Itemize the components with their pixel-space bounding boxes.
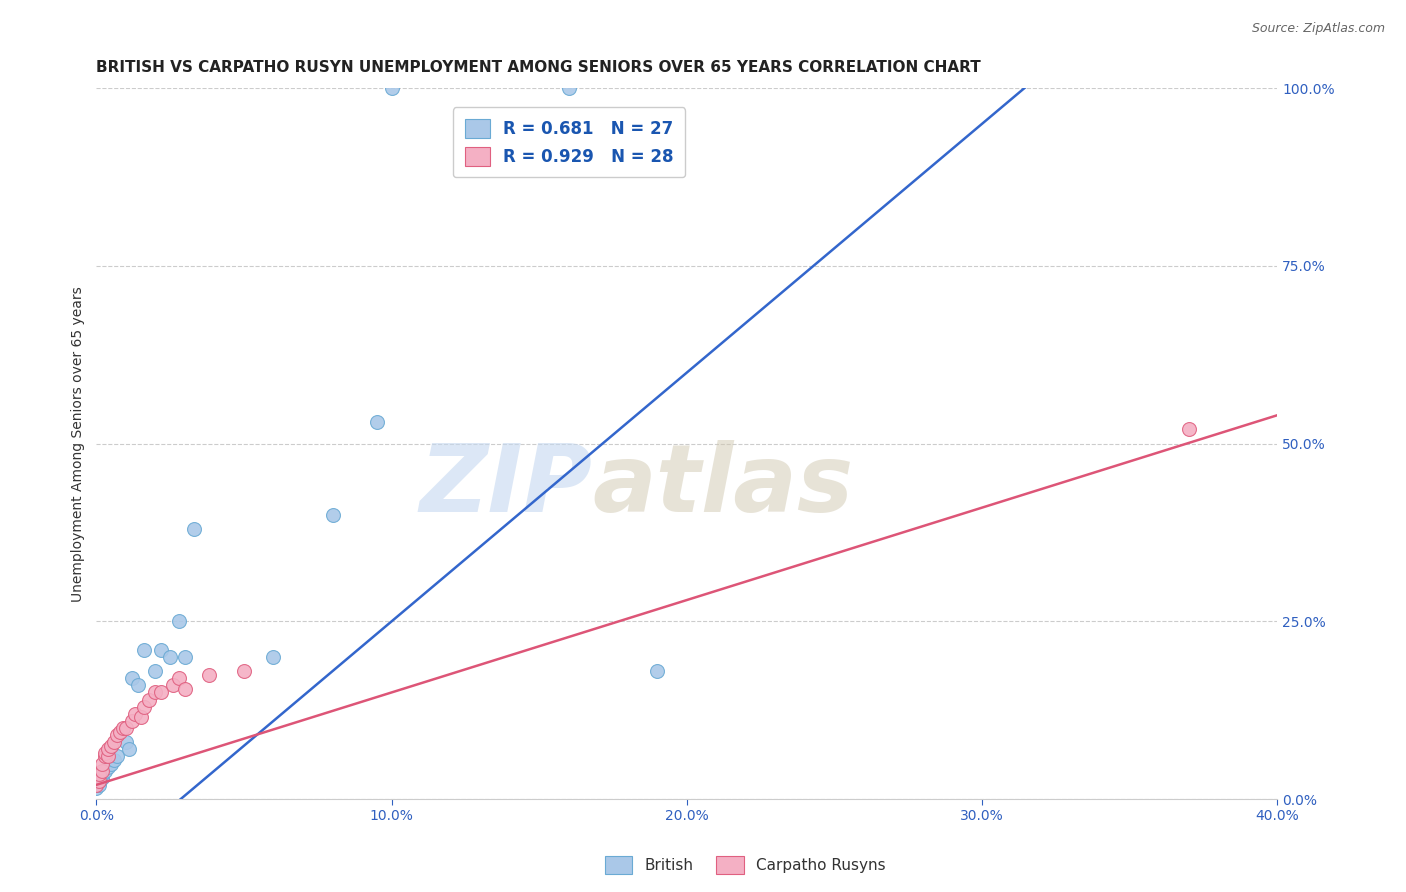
Point (97, 742, 120, 756)
Text: Source: ZipAtlas.com: Source: ZipAtlas.com (1251, 22, 1385, 36)
Point (103, 753, 125, 767)
Point (115, 735, 138, 749)
Point (121, 714, 143, 728)
Point (89, 774, 111, 789)
Point (145, 664, 167, 678)
Point (263, 649, 285, 664)
Point (100, 756, 122, 771)
Point (1177, 422, 1199, 436)
Point (91, 767, 114, 781)
Point (89, 767, 111, 781)
Point (233, 664, 256, 678)
Point (111, 721, 134, 735)
Y-axis label: Unemployment Among Seniors over 65 years: Unemployment Among Seniors over 65 years (72, 285, 86, 601)
Point (105, 749, 128, 764)
Point (197, 667, 219, 681)
Point (103, 735, 125, 749)
Point (366, 415, 388, 429)
Point (91, 756, 114, 771)
Point (557, 81, 579, 95)
Point (94, 749, 117, 764)
Point (183, 522, 205, 536)
Point (145, 685, 167, 699)
Point (105, 728, 128, 742)
Point (97, 749, 120, 764)
Point (94, 746, 117, 760)
Text: ZIP: ZIP (419, 441, 592, 533)
Point (97, 760, 120, 774)
Point (167, 615, 190, 629)
Point (89, 774, 111, 789)
Point (645, 664, 668, 678)
Point (159, 649, 181, 664)
Point (129, 710, 152, 724)
Point (91, 771, 114, 785)
Point (127, 678, 149, 692)
Text: BRITISH VS CARPATHO RUSYN UNEMPLOYMENT AMONG SENIORS OVER 65 YEARS CORRELATION C: BRITISH VS CARPATHO RUSYN UNEMPLOYMENT A… (97, 60, 981, 75)
Point (121, 671, 143, 685)
Point (94, 764, 117, 778)
Point (100, 739, 122, 753)
Point (162, 678, 184, 692)
Point (150, 685, 173, 699)
Point (91, 764, 114, 778)
Legend: British, Carpatho Rusyns: British, Carpatho Rusyns (599, 850, 891, 880)
Point (118, 742, 141, 756)
Point (89, 778, 111, 792)
Point (132, 699, 155, 714)
Point (174, 649, 197, 664)
Point (150, 642, 173, 657)
Point (167, 671, 190, 685)
Point (86, 778, 108, 792)
Text: atlas: atlas (592, 441, 853, 533)
Point (108, 724, 131, 739)
Point (174, 681, 197, 696)
Point (132, 642, 155, 657)
Point (86, 781, 108, 796)
Point (381, 81, 404, 95)
Point (322, 508, 344, 522)
Point (138, 692, 160, 706)
Legend: R = 0.681   N = 27, R = 0.929   N = 28: R = 0.681 N = 27, R = 0.929 N = 28 (453, 107, 685, 178)
Point (115, 721, 138, 735)
Point (124, 706, 146, 721)
